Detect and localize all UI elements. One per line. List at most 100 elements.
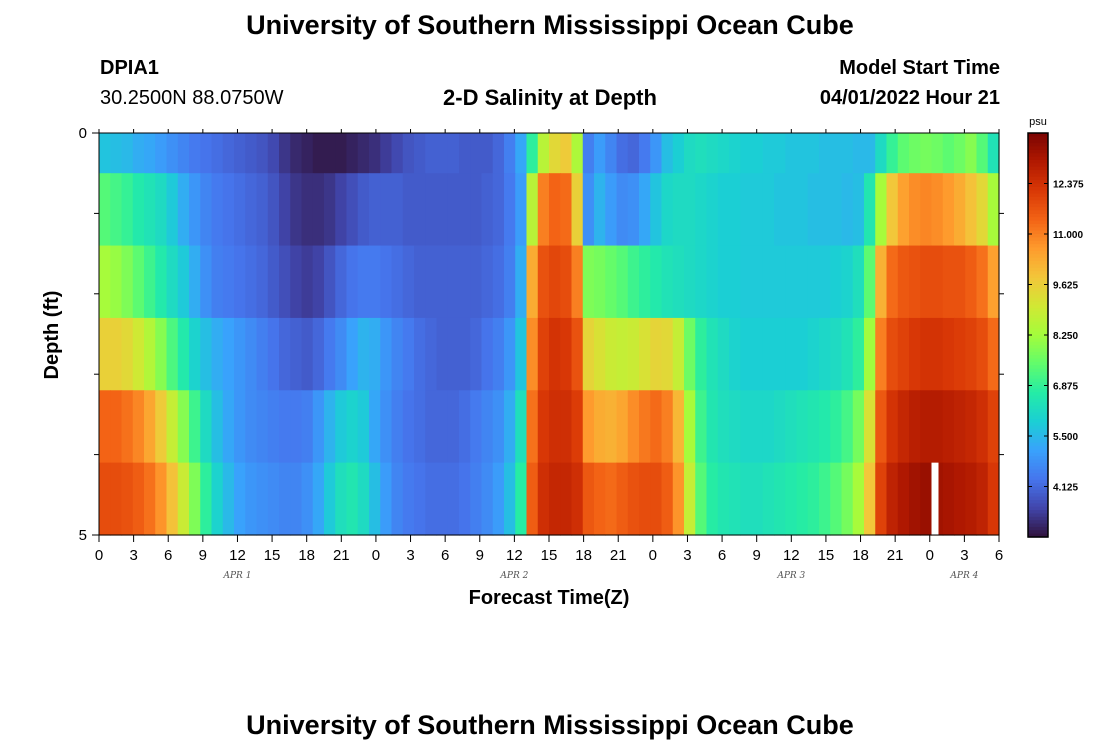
heatmap-cell (380, 317, 393, 391)
heatmap-cell (402, 462, 415, 536)
heatmap-cell (582, 173, 595, 247)
colorbar-segment (1028, 159, 1048, 164)
heatmap-cell (200, 173, 213, 247)
heatmap-cell (155, 462, 168, 536)
heatmap-cell (762, 390, 775, 464)
heatmap-cell (380, 245, 393, 319)
heatmap-cell (324, 133, 336, 174)
heatmap-cell (155, 317, 168, 391)
heatmap-cell (279, 133, 291, 174)
colorbar-segment (1028, 476, 1048, 481)
x-tick-label: 15 (264, 547, 281, 564)
heatmap-cell (931, 390, 944, 464)
heatmap-cell (301, 133, 314, 174)
heatmap-cell (425, 462, 438, 536)
heatmap-cell (909, 462, 921, 536)
colorbar-segment (1028, 439, 1048, 444)
heatmap-cell (717, 390, 730, 464)
heatmap-cell (852, 317, 865, 391)
heatmap-cell (346, 245, 359, 319)
heatmap-cell (852, 133, 865, 174)
heatmap-cell (459, 245, 471, 319)
heatmap-cell (301, 390, 314, 464)
heatmap-cell (785, 133, 798, 174)
heatmap-cell (841, 390, 854, 464)
heatmap-cell (222, 317, 235, 391)
heatmap-cell (909, 245, 921, 319)
heatmap-cell (425, 317, 438, 391)
heatmap-cell (594, 317, 606, 391)
heatmap-cell (560, 390, 573, 464)
heatmap-cell (549, 390, 561, 464)
colorbar-segment (1028, 513, 1048, 518)
heatmap-cell (189, 173, 201, 247)
heatmap-cell (144, 390, 156, 464)
colorbar-segment (1028, 257, 1048, 262)
colorbar: psu 12.375 11.000 9.625 8.250 6.875 5.500 4.125 (1027, 116, 1084, 538)
colorbar-segment (1028, 338, 1048, 343)
x-tick-label: 0 (372, 547, 380, 564)
x-axis: 0 3 6 9 12 15 18 21 0 3 6 9 12 15 18 21 0 3 6 9 12 15 18 21 0 3 6 A… (95, 129, 1003, 581)
model-start-label: Model Start Time (839, 57, 1000, 79)
heatmap-cell (279, 173, 291, 247)
heatmap-cell (571, 317, 584, 391)
heatmap-cell (234, 245, 246, 319)
heatmap-cell (594, 173, 606, 247)
heatmap-cell (414, 133, 426, 174)
heatmap-cell (335, 133, 348, 174)
heatmap-cell (470, 133, 483, 174)
heatmap-cell (875, 462, 888, 536)
heatmap-cell (864, 462, 876, 536)
heatmap-cell (537, 133, 550, 174)
heatmap-cell (515, 173, 528, 247)
heatmap-cell (402, 317, 415, 391)
heatmap-cell (852, 173, 865, 247)
heatmap-cell (380, 390, 393, 464)
heatmap-cell (886, 245, 899, 319)
station-coordinates: 30.2500N 88.0750W (100, 87, 284, 109)
colorbar-segment (1028, 200, 1048, 205)
heatmap-cell (189, 462, 201, 536)
colorbar-segment (1028, 328, 1048, 333)
heatmap-cell (875, 173, 888, 247)
heatmap-cell (414, 390, 426, 464)
heatmap-cell (627, 317, 640, 391)
heatmap-cell (132, 133, 145, 174)
heatmap-cell (425, 245, 438, 319)
heatmap-cell (830, 173, 843, 247)
heatmap-cell (256, 317, 269, 391)
heatmap-cell (537, 462, 550, 536)
heatmap-cell (99, 173, 111, 247)
colorbar-segment (1028, 264, 1048, 269)
heatmap-cell (99, 390, 111, 464)
colorbar-segment (1028, 520, 1048, 525)
heatmap-cell (290, 317, 303, 391)
x-tick-label: 6 (164, 547, 172, 564)
heatmap-cell (920, 245, 933, 319)
heatmap-cell (459, 133, 471, 174)
x-tick-label: 3 (960, 547, 968, 564)
heatmap-cell (965, 317, 978, 391)
heatmap-cell (931, 133, 944, 174)
heatmap-cell (121, 173, 134, 247)
heatmap-cell (177, 462, 190, 536)
heatmap-cell (357, 462, 370, 536)
heatmap-cell (222, 245, 235, 319)
x-tick-label: 12 (229, 547, 246, 564)
heatmap-cell (684, 462, 696, 536)
heatmap-cell (245, 317, 258, 391)
heatmap-cell (762, 173, 775, 247)
heatmap-cell (312, 462, 325, 536)
heatmap-cell (211, 245, 224, 319)
colorbar-segment (1028, 385, 1048, 390)
heatmap-cell (774, 245, 786, 319)
heatmap-cell (672, 390, 685, 464)
heatmap-cell (492, 317, 505, 391)
heatmap-cell (177, 173, 190, 247)
colorbar-segment (1028, 436, 1048, 440)
heatmap-cell (481, 390, 494, 464)
heatmap-cell (481, 133, 494, 174)
heatmap-cell (234, 173, 246, 247)
heatmap-cell (695, 245, 708, 319)
colorbar-segment (1028, 395, 1048, 400)
